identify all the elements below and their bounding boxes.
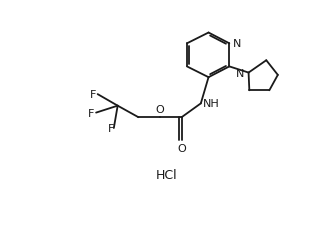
Text: NH: NH	[203, 99, 220, 109]
Text: N: N	[236, 68, 245, 78]
Text: O: O	[156, 105, 164, 115]
Text: O: O	[177, 143, 186, 153]
Text: F: F	[88, 108, 94, 118]
Text: F: F	[108, 123, 114, 133]
Text: HCl: HCl	[155, 168, 177, 181]
Text: F: F	[90, 90, 96, 100]
Text: N: N	[233, 38, 241, 48]
